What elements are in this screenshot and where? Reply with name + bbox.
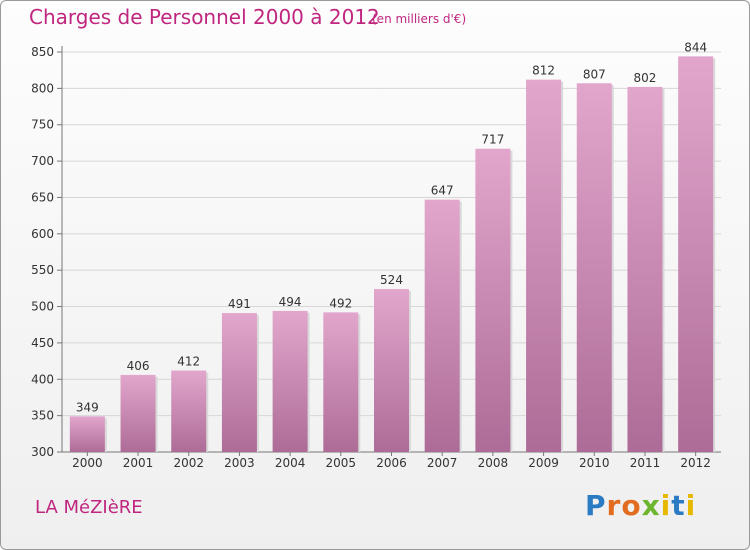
y-tick-label: 850 xyxy=(31,45,54,59)
bar-value-label: 524 xyxy=(380,273,403,287)
x-tick-label: 2007 xyxy=(427,456,458,470)
bar-value-label: 349 xyxy=(76,400,99,414)
bar-value-label: 406 xyxy=(127,359,150,373)
bar xyxy=(323,312,359,452)
bar-value-label: 412 xyxy=(177,355,200,369)
x-tick-label: 2008 xyxy=(478,456,509,470)
x-tick-label: 2006 xyxy=(376,456,407,470)
bar-value-label: 844 xyxy=(684,40,707,54)
proxiti-logo: Proxiti xyxy=(585,489,697,522)
y-tick-label: 300 xyxy=(31,445,54,459)
y-tick-label: 700 xyxy=(31,154,54,168)
bar-value-label: 647 xyxy=(431,184,454,198)
bar xyxy=(678,56,714,452)
bar xyxy=(221,313,257,452)
bar xyxy=(627,86,663,452)
x-tick-label: 2003 xyxy=(224,456,255,470)
data-labels: 349 406 412 491 494 492 524 647 717 812 807 802 844 xyxy=(76,40,707,414)
bars xyxy=(69,56,716,453)
bar xyxy=(272,310,308,452)
y-tick-label: 400 xyxy=(31,372,54,386)
y-tick-label: 450 xyxy=(31,336,54,350)
x-tick-label: 2012 xyxy=(680,456,711,470)
y-tick-label: 750 xyxy=(31,118,54,132)
bar-value-label: 802 xyxy=(634,71,657,85)
y-tick-label: 600 xyxy=(31,227,54,241)
x-tick-label: 2001 xyxy=(123,456,154,470)
y-tick-label: 350 xyxy=(31,409,54,423)
bar xyxy=(424,199,460,452)
x-tick-label: 2002 xyxy=(173,456,204,470)
bar xyxy=(475,148,511,452)
y-tick-label: 800 xyxy=(31,81,54,95)
bar xyxy=(374,289,409,452)
bar-value-label: 807 xyxy=(583,67,606,81)
x-tick-label: 2010 xyxy=(579,456,610,470)
x-tick-label: 2011 xyxy=(630,456,661,470)
y-tick-label: 550 xyxy=(31,263,54,277)
bar-value-label: 491 xyxy=(228,297,251,311)
bar-value-label: 494 xyxy=(279,295,302,309)
bar xyxy=(69,416,105,452)
chart-title: Charges de Personnel 2000 à 2012 xyxy=(29,5,380,29)
bar-value-label: 717 xyxy=(481,133,504,147)
y-tick-label: 500 xyxy=(31,300,54,314)
x-tick-label: 2009 xyxy=(528,456,559,470)
bar-value-label: 812 xyxy=(532,64,555,78)
commune-name: LA MéZIèRE xyxy=(35,497,143,518)
bar xyxy=(576,83,612,452)
y-tick-label: 650 xyxy=(31,190,54,204)
x-tick-label: 2000 xyxy=(72,456,103,470)
x-tick-label: 2005 xyxy=(326,456,357,470)
bar xyxy=(120,374,156,452)
bar xyxy=(526,79,562,453)
bar-value-label: 492 xyxy=(329,296,352,310)
bar xyxy=(171,370,207,452)
x-tick-label: 2004 xyxy=(275,456,306,470)
chart-subtitle: (en milliers d'€) xyxy=(372,12,467,26)
